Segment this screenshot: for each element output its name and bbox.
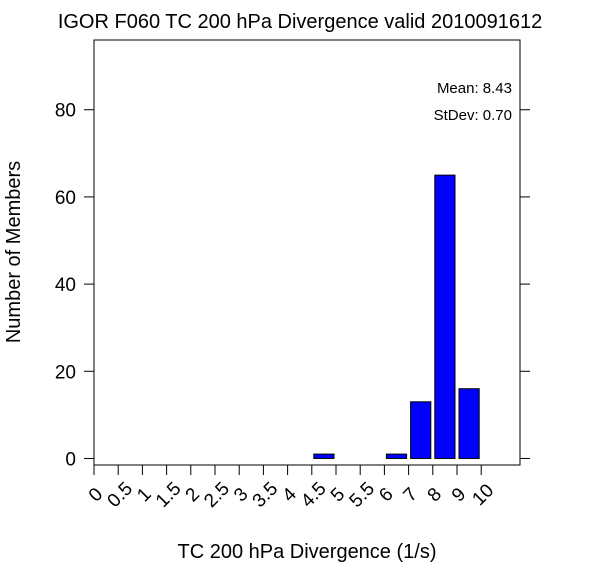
chart-title: IGOR F060 TC 200 hPa Divergence valid 20… [58, 11, 542, 33]
x-tick-label: 9 [448, 484, 470, 506]
histogram-bar [385, 453, 408, 459]
x-tick-label: 4 [279, 484, 302, 507]
y-tick-label: 80 [55, 101, 76, 122]
x-axis-label: TC 200 hPa Divergence (1/s) [177, 541, 436, 563]
x-tick-label: 3.5 [249, 478, 283, 512]
x-tick-label: 1 [133, 484, 155, 506]
histogram-bar [410, 401, 432, 459]
histogram-bar [458, 388, 480, 459]
y-tick-label: 60 [55, 188, 76, 209]
y-tick-label: 20 [55, 362, 76, 383]
x-tick-label: 2 [182, 484, 204, 506]
x-tick-label: 0 [85, 484, 107, 506]
bars-group [313, 174, 480, 459]
x-tick-label: 3 [230, 484, 252, 506]
x-tick-label: 1.5 [152, 478, 186, 512]
x-tick-label: 0.5 [104, 478, 138, 512]
plot-area [93, 39, 521, 466]
mean-label: Mean: 8.43 [437, 80, 512, 97]
x-tick-label: 6 [375, 484, 397, 506]
y-axis-label: Number of Members [3, 161, 25, 343]
x-tick-label: 5.5 [346, 478, 380, 512]
x-tick-label: 2.5 [200, 478, 234, 512]
histogram-bar [434, 174, 456, 459]
x-tick-label: 7 [400, 484, 422, 506]
x-tick-label: 8 [424, 484, 446, 506]
x-tick-label: 4.5 [297, 478, 331, 512]
x-tick-label: 10 [468, 480, 498, 510]
stdev-label: StDev: 0.70 [434, 107, 512, 124]
y-tick-label: 40 [55, 275, 76, 296]
x-axis-ticks: 00.511.522.533.544.555.56 7 8 910 [85, 465, 498, 512]
histogram-bar [313, 453, 335, 459]
x-tick-label: 5 [327, 484, 349, 506]
y-tick-label: 0 [65, 449, 76, 470]
y-axis-ticks: 0 20 40 60 80 [55, 101, 530, 470]
